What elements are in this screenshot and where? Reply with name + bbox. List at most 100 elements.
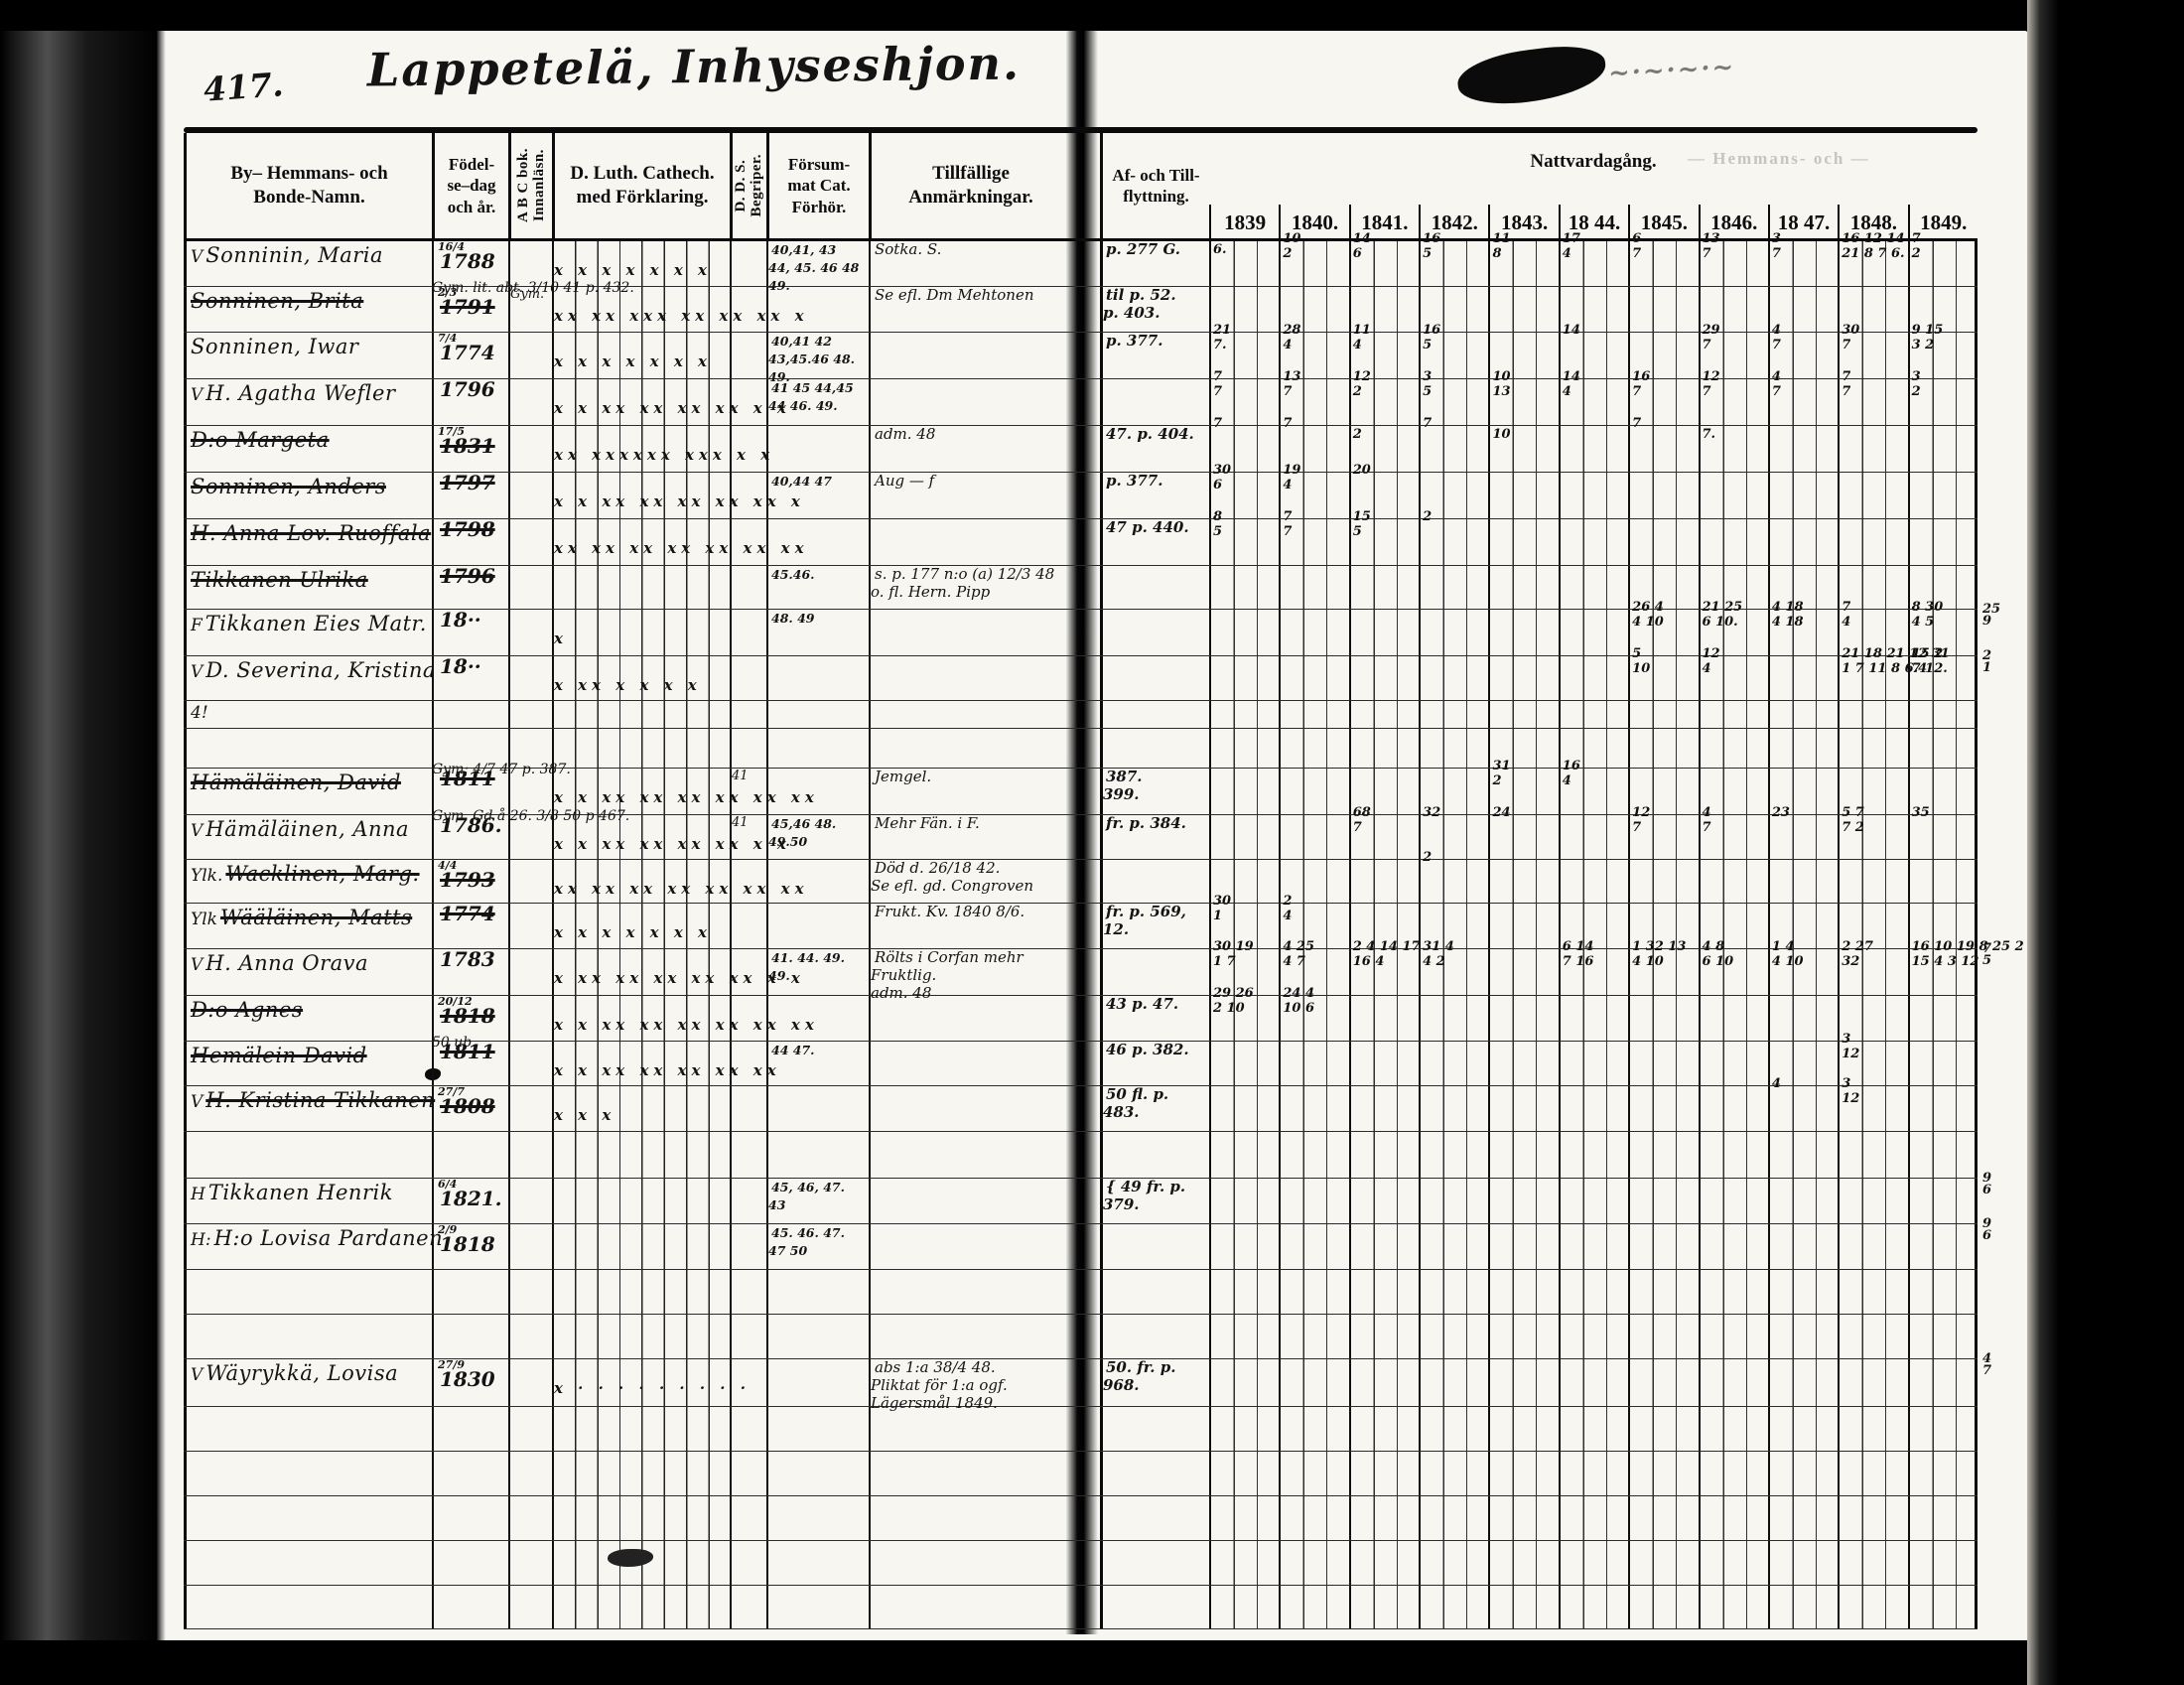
cathech-marks-cell: x x xx xx xx xx xx	[552, 1042, 776, 1085]
anmarkning-cell	[869, 1132, 1070, 1178]
nattvard-year-cell	[1558, 904, 1629, 948]
nattvard-year-cell	[1767, 426, 1839, 472]
dds-cell	[730, 426, 766, 472]
nattvard-cells	[1209, 1586, 1978, 1628]
name-cell: Sonninen, Anders	[184, 473, 432, 518]
nattvard-year-cell: 2 27 32	[1838, 940, 1908, 995]
nattvard-cells	[1209, 701, 1978, 728]
nattvard-year-cell: 12 7	[1698, 370, 1768, 425]
table-row: Hämäläinen, David 1811 x x xx xx xx xx xx …	[184, 760, 1978, 815]
nattvard-year-cell	[1419, 769, 1489, 814]
birth-cell: 4/4 1793	[432, 860, 508, 903]
nattvard-year-cell	[1419, 287, 1489, 332]
nattvard-year-cell	[1838, 769, 1908, 814]
nattvard-year-cell	[1698, 1407, 1768, 1451]
dds-cell	[730, 1496, 766, 1540]
nattvard-year-cell: 29 26 2 10	[1209, 987, 1280, 1041]
dds-cell	[730, 610, 766, 655]
margin-number: 4 7	[1982, 1351, 1992, 1378]
nattvard-year-cell	[1348, 1224, 1420, 1269]
flyttning-cell: 50 fl. p. 483.	[1100, 1086, 1209, 1131]
cathech-marks-cell: x x xx xx xx xx x x	[552, 815, 786, 859]
name-cell	[184, 1407, 432, 1451]
dds-cell	[730, 860, 766, 903]
birth-cell: 1774	[432, 904, 508, 948]
nattvard-year-cell	[1419, 473, 1489, 518]
fold-spacer	[1070, 996, 1100, 1041]
nattvard-year-cell	[1209, 860, 1280, 903]
nattvard-year-cell	[1767, 1042, 1839, 1085]
forsummat-cell	[766, 519, 869, 565]
table-row: Sonninen, Anders 1797 x x xx xx xx xx xx x…	[184, 464, 1978, 519]
nattvard-year-cell	[1767, 1496, 1839, 1540]
fold-spacer	[1070, 904, 1100, 948]
nattvard-year-cell	[1767, 519, 1839, 565]
table-row	[184, 1541, 1978, 1586]
nattvard-year-cell	[1488, 904, 1559, 948]
nattvard-year-cell	[1558, 566, 1629, 609]
nattvard-year-cell	[1767, 1224, 1839, 1269]
table-row: V H. Agatha Wefler 1796 x x xx xx xx xx x x…	[184, 370, 1978, 426]
nattvard-year-cell: 9 15 3 2	[1907, 324, 1978, 378]
forsummat-cell	[766, 1270, 869, 1314]
abc-cell	[508, 729, 552, 768]
cathech-marks-cell	[552, 729, 730, 768]
fold-spacer	[1070, 1224, 1100, 1269]
cathech-marks-cell: xx xx xx xx xx xx xx	[552, 860, 804, 903]
nattvard-year-cell	[1419, 996, 1489, 1041]
record-table: By– Hemmans- och Bonde-Namn. Födel- se–d…	[184, 127, 2024, 1629]
table-row: V Hämäläinen, Anna 1786. x x xx xx xx xx x …	[184, 806, 1978, 860]
cathech-marks-cell: x xx x x x x	[552, 656, 730, 700]
table-row	[184, 1452, 1978, 1496]
nattvard-year-cell	[1907, 566, 1978, 609]
birth-cell: 1811	[432, 769, 508, 814]
nattvard-year-cell	[1348, 1042, 1420, 1085]
anmarkning-cell	[869, 333, 1070, 378]
inline-note: 50 ub.	[432, 1035, 477, 1051]
margin-number: 25 9	[1982, 602, 2001, 629]
nattvard-year-cell	[1348, 1315, 1420, 1358]
nattvard-year-cell	[1348, 996, 1420, 1041]
nattvard-year-cell	[1279, 566, 1349, 609]
fold-spacer	[1070, 769, 1100, 814]
inline-note: Gym. lit. abt. 3/10 41 p. 432.	[432, 280, 634, 296]
birth-cell	[432, 1315, 508, 1358]
forsummat-cell: 41 45 44,45 44 46. 49.	[766, 379, 869, 425]
nattvard-year-cell	[1698, 701, 1768, 728]
nattvard-year-cell: 6.	[1209, 241, 1280, 286]
nattvard-cells: 3 12	[1209, 1033, 1978, 1085]
margin-number: 9 6	[1982, 1216, 1992, 1243]
dds-cell	[730, 1359, 766, 1406]
nattvard-year-cell	[1279, 1086, 1349, 1131]
nattvard-year-cell	[1348, 1496, 1420, 1540]
name-cell: Sonninen, Brita	[184, 287, 432, 332]
table-row	[184, 1315, 1978, 1359]
name-cell: H Tikkanen Henrik	[184, 1179, 432, 1223]
cathech-marks-cell	[552, 1407, 730, 1451]
nattvard-year-cell: 30 6	[1209, 464, 1280, 518]
birth-cell: 2/9 1818	[432, 1224, 508, 1269]
anmarkning-cell: Rölts i Corfan mehr Fruktlig. adm. 48	[869, 949, 1070, 1002]
name-cell: D:o Margeta	[184, 426, 432, 472]
nattvard-year-cell	[1838, 1315, 1908, 1358]
nattvard-year-cell	[1488, 729, 1559, 768]
table-row: Ylk. Wacklinen, Marg. 4/4 1793 xx xx xx xx x…	[184, 851, 1978, 904]
nattvard-year-cell: 30 1	[1209, 895, 1280, 948]
flyttning-cell	[1100, 1407, 1209, 1451]
nattvard-year-cell	[1838, 1132, 1908, 1178]
anmarkning-cell	[869, 610, 1070, 655]
nattvard-year-cell: 12 7	[1628, 806, 1699, 859]
dds-cell	[730, 1132, 766, 1178]
nattvard-year-cell	[1488, 1132, 1559, 1178]
nattvard-year-cell	[1209, 701, 1280, 728]
nattvard-year-cell	[1698, 566, 1768, 609]
nattvard-year-cell	[1558, 1270, 1629, 1314]
nattvard-year-cell	[1488, 1452, 1559, 1495]
fold-spacer	[1070, 1270, 1100, 1314]
nattvard-year-cell	[1348, 656, 1420, 700]
name-cell	[184, 1586, 432, 1628]
forsummat-cell	[766, 287, 869, 332]
